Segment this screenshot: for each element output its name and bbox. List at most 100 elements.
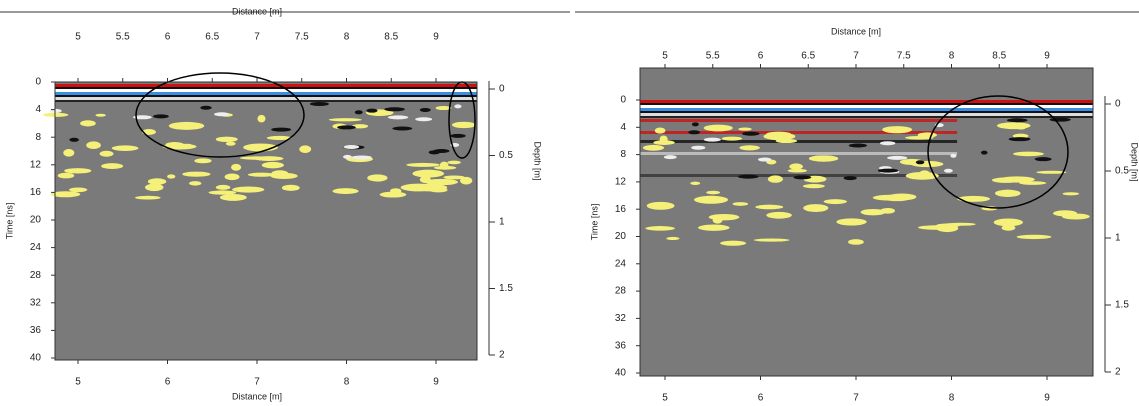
reflection-blob	[1012, 133, 1029, 139]
reflection-blob	[653, 140, 675, 146]
reflection-blob	[208, 190, 237, 195]
reflection-band	[55, 89, 477, 92]
reflection-blob	[823, 199, 847, 205]
reflection-blob	[412, 169, 445, 178]
reflection-blob	[247, 172, 276, 177]
bottom-tick-label: 6	[165, 377, 171, 388]
reflection-blob	[406, 162, 440, 167]
top-tick-label: 5.5	[116, 32, 130, 43]
reflection-blob	[57, 172, 75, 179]
reflection-blob	[281, 184, 300, 191]
reflection-blob	[261, 161, 284, 169]
reflection-blob	[721, 136, 743, 141]
reflection-blob	[646, 201, 675, 210]
reflection-blob	[145, 183, 164, 192]
reflection-blob	[666, 236, 680, 241]
reflection-blob	[64, 168, 92, 174]
reflection-band	[640, 100, 1093, 103]
reflection-blob	[343, 145, 360, 150]
reflection-blob	[63, 149, 75, 157]
radargram-left: 5 5.5 6 6.5 7 7.5 8 8.5 9 Distance [m] 5 6 7 8 9 Distan…	[4, 6, 542, 401]
reflection-blob	[69, 187, 88, 193]
left-tick-label: 24	[615, 258, 627, 269]
reflection-blob	[225, 141, 236, 146]
reflection-band	[640, 140, 958, 143]
left-tick-label: 28	[615, 286, 627, 297]
bottom-tick-label: 8	[344, 377, 350, 388]
reflection-blob	[43, 112, 69, 117]
reflection-band	[640, 105, 1093, 108]
left-tick-label: 40	[30, 353, 42, 364]
reflection-blob	[691, 122, 699, 127]
reflection-blob	[424, 178, 459, 186]
reflection-blob	[742, 131, 760, 136]
reflection-blob	[224, 173, 240, 181]
reflection-blob	[645, 226, 675, 231]
right-axis-title: Depth [m]	[533, 141, 543, 180]
reflection-blob	[755, 204, 784, 210]
reflection-blob	[451, 121, 476, 129]
bottom-tick-label: 7	[254, 377, 260, 388]
bottom-tick-label: 7	[853, 393, 859, 404]
reflection-blob	[918, 225, 954, 230]
reflection-band	[640, 152, 958, 155]
reflection-blob	[737, 174, 759, 179]
reflection-blob	[836, 218, 867, 226]
reflection-blob	[703, 124, 733, 132]
reflection-blob	[848, 143, 868, 148]
reflection-blob	[428, 150, 441, 155]
reflection-blob	[1034, 157, 1052, 162]
reflection-blob	[183, 143, 192, 147]
radar-background	[55, 82, 477, 360]
reflection-blob	[697, 224, 730, 231]
reflection-band	[640, 113, 1093, 116]
reflection-blob	[219, 194, 247, 201]
left-tick-label: 0	[35, 77, 41, 88]
reflection-blob	[766, 131, 792, 137]
reflection-blob	[945, 222, 976, 226]
reflection-band	[55, 87, 477, 89]
left-tick-label: 32	[30, 297, 42, 308]
reflection-blob	[86, 141, 101, 150]
reflection-blob	[663, 155, 677, 160]
reflection-band	[55, 97, 477, 100]
reflection-blob	[905, 171, 939, 180]
left-tick-label: 4	[35, 104, 41, 115]
reflection-blob	[654, 127, 666, 134]
top-tick-label: 8	[949, 51, 955, 62]
reflection-blob	[739, 145, 760, 151]
bottom-tick-label: 8	[949, 393, 955, 404]
reflection-blob	[111, 145, 139, 152]
reflection-blob	[95, 113, 106, 117]
reflection-blob	[194, 158, 212, 164]
left-tick-label: 0	[620, 95, 626, 106]
bottom-tick-label: 9	[1044, 393, 1050, 404]
top-tick-label: 6	[758, 51, 764, 62]
reflection-blob	[299, 145, 312, 153]
reflection-blob	[688, 130, 701, 135]
reflection-blob	[919, 170, 930, 175]
reflection-blob	[343, 154, 352, 159]
left-axis-title: Time [ns]	[4, 203, 14, 240]
reflection-blob	[200, 105, 212, 110]
reflection-blob	[766, 211, 792, 219]
left-tick-label: 16	[30, 187, 42, 198]
reflection-blob	[1008, 137, 1031, 142]
reflection-blob	[101, 163, 124, 169]
right-tick-label: 1	[499, 217, 505, 228]
reflection-blob	[435, 105, 452, 111]
left-tick-label: 8	[35, 132, 41, 143]
reflection-blob	[753, 238, 790, 242]
reflection-blob	[99, 150, 114, 157]
top-tick-label: 6	[165, 32, 171, 43]
reflection-blob	[257, 114, 266, 123]
reflection-blob	[1062, 192, 1080, 196]
reflection-blob	[443, 175, 465, 180]
reflection-blob	[165, 141, 184, 148]
reflection-band	[640, 111, 1093, 113]
reflection-blob	[993, 218, 1023, 227]
reflection-blob	[189, 181, 202, 186]
reflection-blob	[904, 136, 934, 140]
reflection-blob	[270, 172, 298, 180]
